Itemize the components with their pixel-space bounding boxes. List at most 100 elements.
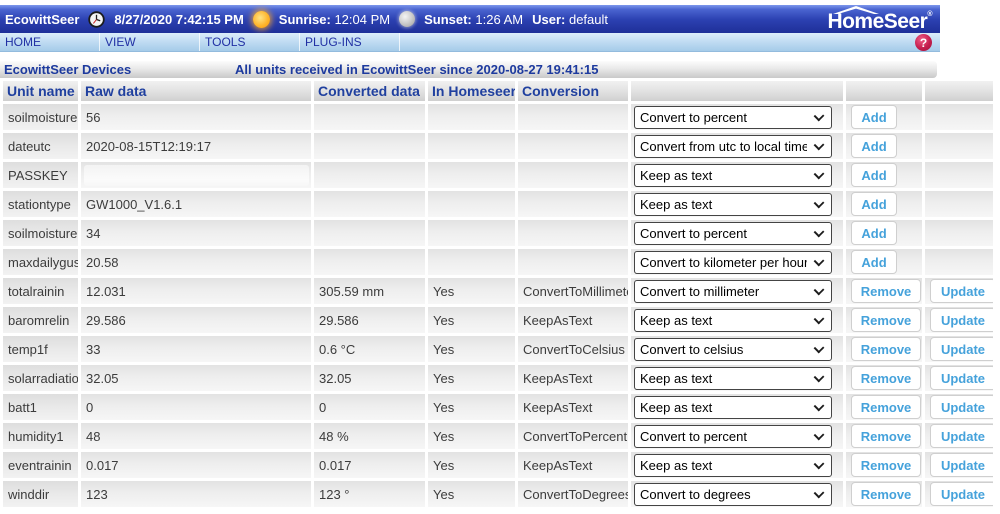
in-homeseer-cell: Yes [428,336,515,362]
update-button[interactable]: Update [930,424,993,448]
unit-name-cell: humidity1 [3,423,78,449]
action-primary-cell: Remove [846,336,922,362]
in-homeseer-cell: Yes [428,307,515,333]
action-primary-cell: Remove [846,481,922,507]
conversion-cell [518,104,628,130]
conversion-select[interactable]: Keep as text [634,366,832,390]
add-button[interactable]: Add [851,250,897,274]
conversion-select[interactable]: Convert to millimeter [634,279,832,303]
nav-item-view[interactable]: VIEW [100,33,200,51]
update-button[interactable]: Update [930,482,993,506]
in-homeseer-cell: Yes [428,423,515,449]
remove-button[interactable]: Remove [851,482,921,506]
remove-button[interactable]: Remove [851,308,921,332]
table-row: temp1f 33 0.6 °C Yes ConvertToCelsius Convert… [3,336,993,362]
conversion-select-wrap: Keep as text [634,192,832,216]
raw-data-cell: 32.05 [81,365,311,391]
col-header-unit-name: Unit name [3,81,78,101]
conversion-select-cell: Keep as text [631,365,843,391]
raw-data-cell: 123 [81,481,311,507]
update-button[interactable]: Update [930,366,993,390]
add-button[interactable]: Add [851,105,897,129]
table-row: batt1 0 0 Yes KeepAsText Keep as text Remove Up… [3,394,993,420]
unit-name-cell: totalrainin [3,278,78,304]
remove-button[interactable]: Remove [851,279,921,303]
conversion-select[interactable]: Convert from utc to local time [634,134,832,158]
conversion-select[interactable]: Convert to kilometer per hour [634,250,832,274]
remove-button[interactable]: Remove [851,453,921,477]
conversion-select-wrap: Convert to degrees [634,482,832,506]
raw-data-cell: 34 [81,220,311,246]
action-secondary-cell: Update [925,423,993,449]
converted-data-cell [314,220,425,246]
add-button[interactable]: Add [851,192,897,216]
unit-name-cell: eventrainin [3,452,78,478]
conversion-cell: KeepAsText [518,394,628,420]
conversion-select-cell: Keep as text [631,307,843,333]
table-row: PASSKEY Keep as text Add [3,162,993,188]
conversion-select-wrap: Convert to kilometer per hour [634,250,832,274]
action-primary-cell: Remove [846,365,922,391]
conversion-select[interactable]: Convert to percent [634,424,832,448]
update-button[interactable]: Update [930,453,993,477]
add-button[interactable]: Add [851,134,897,158]
nav-item-tools[interactable]: TOOLS [200,33,300,51]
conversion-select[interactable]: Convert to percent [634,221,832,245]
conversion-select[interactable]: Keep as text [634,308,832,332]
status-text: All units received in EcowittSeer since … [235,62,599,77]
action-primary-cell: Add [846,104,922,130]
conversion-select[interactable]: Keep as text [634,163,832,187]
converted-data-cell: 48 % [314,423,425,449]
converted-data-cell: 123 ° [314,481,425,507]
conversion-select-cell: Keep as text [631,162,843,188]
device-table: Unit name Raw data Converted data In Hom… [0,78,996,510]
table-row: dateutc 2020-08-15T12:19:17 Convert from u… [3,133,993,159]
conversion-select[interactable]: Convert to degrees [634,482,832,506]
nav-item-home[interactable]: HOME [0,33,100,51]
conversion-select-wrap: Keep as text [634,366,832,390]
raw-data-cell: 33 [81,336,311,362]
action-primary-cell: Add [846,249,922,275]
roof-icon [833,5,880,14]
add-button[interactable]: Add [851,163,897,187]
sunrise-info: Sunrise: 12:04 PM [279,12,390,27]
update-button[interactable]: Update [930,308,993,332]
update-button[interactable]: Update [930,337,993,361]
conversion-select[interactable]: Keep as text [634,192,832,216]
converted-data-cell [314,162,425,188]
nav-item-plug-ins[interactable]: PLUG-INS [300,33,400,51]
user-info: User: default [532,12,608,27]
help-icon[interactable]: ? [915,34,932,51]
remove-button[interactable]: Remove [851,337,921,361]
device-table-body: soilmoisture2 56 Convert to percent Add date… [3,104,993,507]
unit-name-cell: solarradiation [3,365,78,391]
conversion-select[interactable]: Convert to celsius [634,337,832,361]
conversion-select-wrap: Convert from utc to local time [634,134,832,158]
page-subheader: EcowittSeer Devices All units received i… [0,61,937,78]
conversion-select-wrap: Keep as text [634,395,832,419]
remove-button[interactable]: Remove [851,424,921,448]
in-homeseer-cell [428,220,515,246]
conversion-select-wrap: Convert to percent [634,424,832,448]
update-button[interactable]: Update [930,395,993,419]
table-row: soilmoisture2 56 Convert to percent Add [3,104,993,130]
table-row: totalrainin 12.031 305.59 mm Yes ConvertToMi… [3,278,993,304]
conversion-select[interactable]: Convert to percent [634,105,832,129]
update-button[interactable]: Update [930,279,993,303]
table-row: maxdailygust 20.58 Convert to kilometer pe… [3,249,993,275]
raw-data-cell: 2020-08-15T12:19:17 [81,133,311,159]
remove-button[interactable]: Remove [851,366,921,390]
add-button[interactable]: Add [851,221,897,245]
sunset-label: Sunset: [424,11,472,27]
remove-button[interactable]: Remove [851,395,921,419]
unit-name-cell: stationtype [3,191,78,217]
conversion-select[interactable]: Keep as text [634,453,832,477]
col-header-action-secondary [925,81,993,101]
conversion-select[interactable]: Keep as text [634,395,832,419]
conversion-cell: KeepAsText [518,307,628,333]
conversion-cell [518,191,628,217]
homeseer-logo[interactable]: HomeSeer® [827,5,932,32]
col-header-action-primary [846,81,922,101]
titlebar: EcowittSeer 8/27/2020 7:42:15 PM Sunrise… [0,5,940,33]
action-secondary-cell [925,162,993,188]
